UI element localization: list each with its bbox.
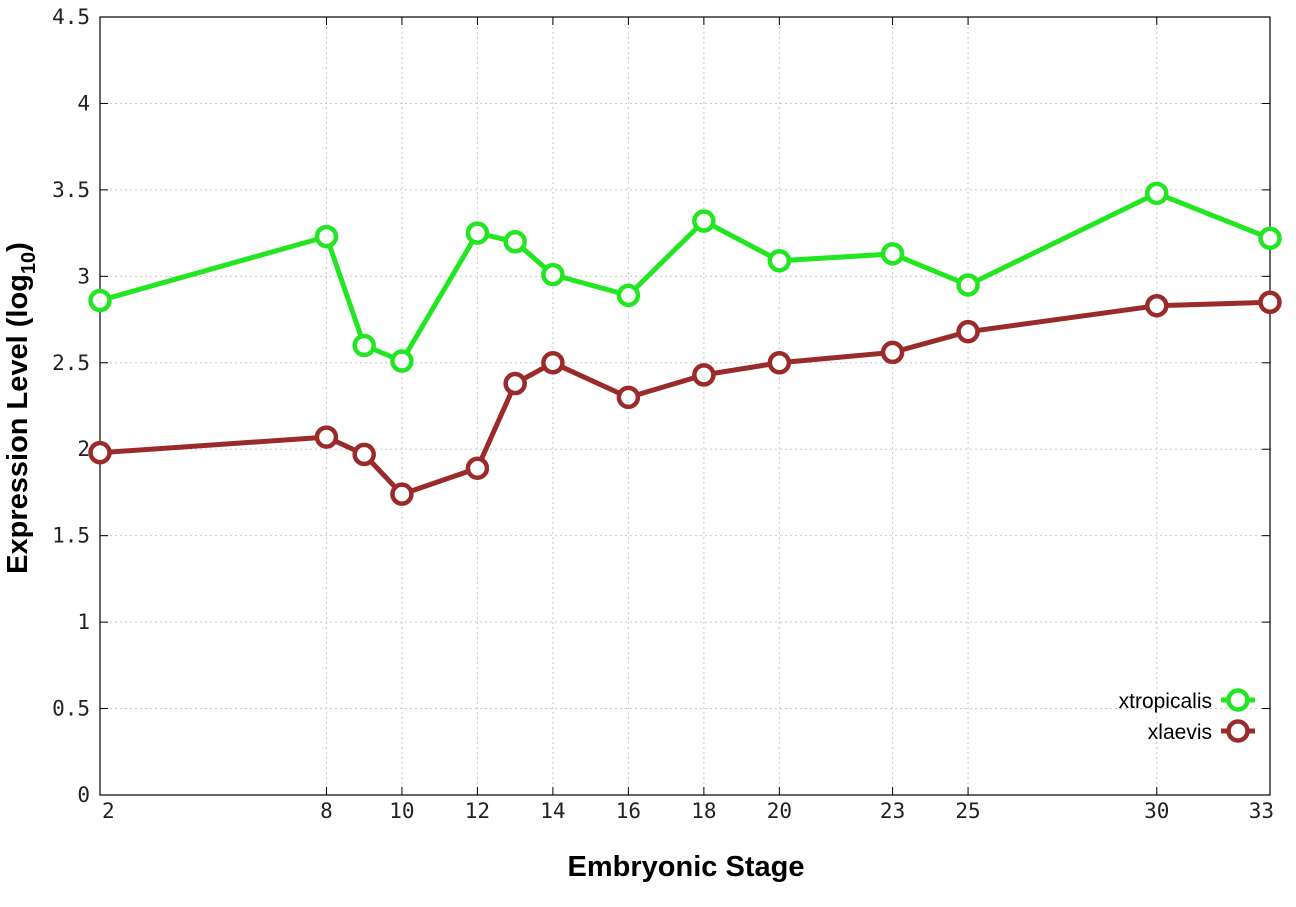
data-point-xlaevis bbox=[503, 371, 527, 396]
data-point-xtropicalis bbox=[692, 209, 716, 233]
series-line-xtropicalis bbox=[99, 190, 1271, 364]
y-tick-label: 4.5 bbox=[52, 5, 90, 29]
series-xlaevis bbox=[88, 290, 1282, 506]
grid-lines bbox=[100, 17, 1270, 795]
data-point-xlaevis bbox=[465, 456, 490, 480]
data-point-xtropicalis bbox=[1258, 226, 1282, 251]
plot-frame bbox=[99, 16, 1271, 796]
y-axis-title-subscript: 10 bbox=[18, 252, 40, 274]
y-axis-title-close: ) bbox=[2, 242, 34, 252]
legend-label-xlaevis: xlaevis bbox=[1148, 721, 1212, 744]
data-point-xtropicalis bbox=[616, 283, 641, 308]
legend: xtropicalis xlaevis bbox=[1119, 688, 1255, 744]
series-line-xlaevis bbox=[99, 299, 1271, 497]
y-tick-label: 3.5 bbox=[52, 178, 90, 202]
x-tick-label: 33 bbox=[1249, 799, 1274, 823]
data-point-xtropicalis bbox=[767, 249, 792, 273]
legend-label-xtropicalis: xtropicalis bbox=[1119, 690, 1212, 713]
x-tick-label: 25 bbox=[955, 799, 980, 823]
data-point-xtropicalis bbox=[88, 288, 112, 313]
x-tick-label: 8 bbox=[320, 799, 333, 823]
y-tick-label: 1.5 bbox=[52, 524, 90, 548]
data-point-xtropicalis bbox=[390, 349, 414, 373]
data-point-xtropicalis bbox=[541, 262, 565, 287]
data-point-xlaevis bbox=[541, 351, 565, 375]
y-tick-label: 2.5 bbox=[52, 351, 90, 375]
x-tick-label: 23 bbox=[880, 799, 905, 823]
y-tick-label: 2 bbox=[77, 437, 90, 461]
data-point-xlaevis bbox=[616, 385, 641, 410]
data-point-xtropicalis bbox=[1145, 181, 1169, 206]
data-point-xlaevis bbox=[352, 442, 376, 467]
y-tick-label: 3 bbox=[77, 264, 90, 288]
x-tick-label: 2 bbox=[102, 799, 115, 823]
y-tick-label: 1 bbox=[77, 610, 90, 634]
x-tick-label: 30 bbox=[1144, 799, 1169, 823]
data-point-xtropicalis bbox=[465, 221, 490, 245]
x-tick-label: 10 bbox=[389, 799, 414, 823]
y-tick-label: 0.5 bbox=[52, 697, 90, 721]
y-tick-label: 4 bbox=[77, 91, 90, 115]
data-point-xlaevis bbox=[880, 340, 905, 365]
data-point-xlaevis bbox=[956, 319, 980, 344]
data-point-xlaevis bbox=[88, 440, 112, 465]
data-point-xlaevis bbox=[314, 425, 339, 449]
y-axis-title-main: Expression Level (log bbox=[2, 274, 34, 574]
data-point-xlaevis bbox=[767, 351, 792, 375]
y-tick-label: 0 bbox=[77, 783, 90, 807]
data-point-xlaevis bbox=[390, 482, 414, 506]
y-axis-title: Expression Level (log10) bbox=[2, 242, 40, 574]
x-tick-label: 20 bbox=[767, 799, 792, 823]
x-tick-label: 14 bbox=[540, 799, 565, 823]
axes: 0 0.5 1 1.5 2 2.5 3 3.5 4 4.5 2 8 10 12 14 16 18 20 23 25 30… bbox=[52, 5, 1274, 823]
data-point-xlaevis bbox=[1258, 290, 1282, 315]
data-point-xtropicalis bbox=[352, 333, 376, 358]
data-point-xlaevis bbox=[1145, 293, 1169, 318]
x-tick-label: 18 bbox=[691, 799, 716, 823]
x-tick-label: 16 bbox=[616, 799, 641, 823]
x-tick-label: 12 bbox=[465, 799, 490, 823]
series-xtropicalis bbox=[88, 181, 1282, 373]
data-point-xtropicalis bbox=[880, 242, 905, 266]
data-point-xtropicalis bbox=[503, 230, 527, 254]
legend-marker-xlaevis bbox=[1226, 719, 1250, 743]
series-group bbox=[88, 181, 1282, 506]
data-point-xtropicalis bbox=[314, 224, 339, 249]
x-axis-title: Embryonic Stage bbox=[568, 851, 805, 883]
data-point-xlaevis bbox=[692, 363, 716, 387]
legend-marker-xtropicalis bbox=[1226, 688, 1250, 712]
data-point-xtropicalis bbox=[956, 273, 980, 297]
